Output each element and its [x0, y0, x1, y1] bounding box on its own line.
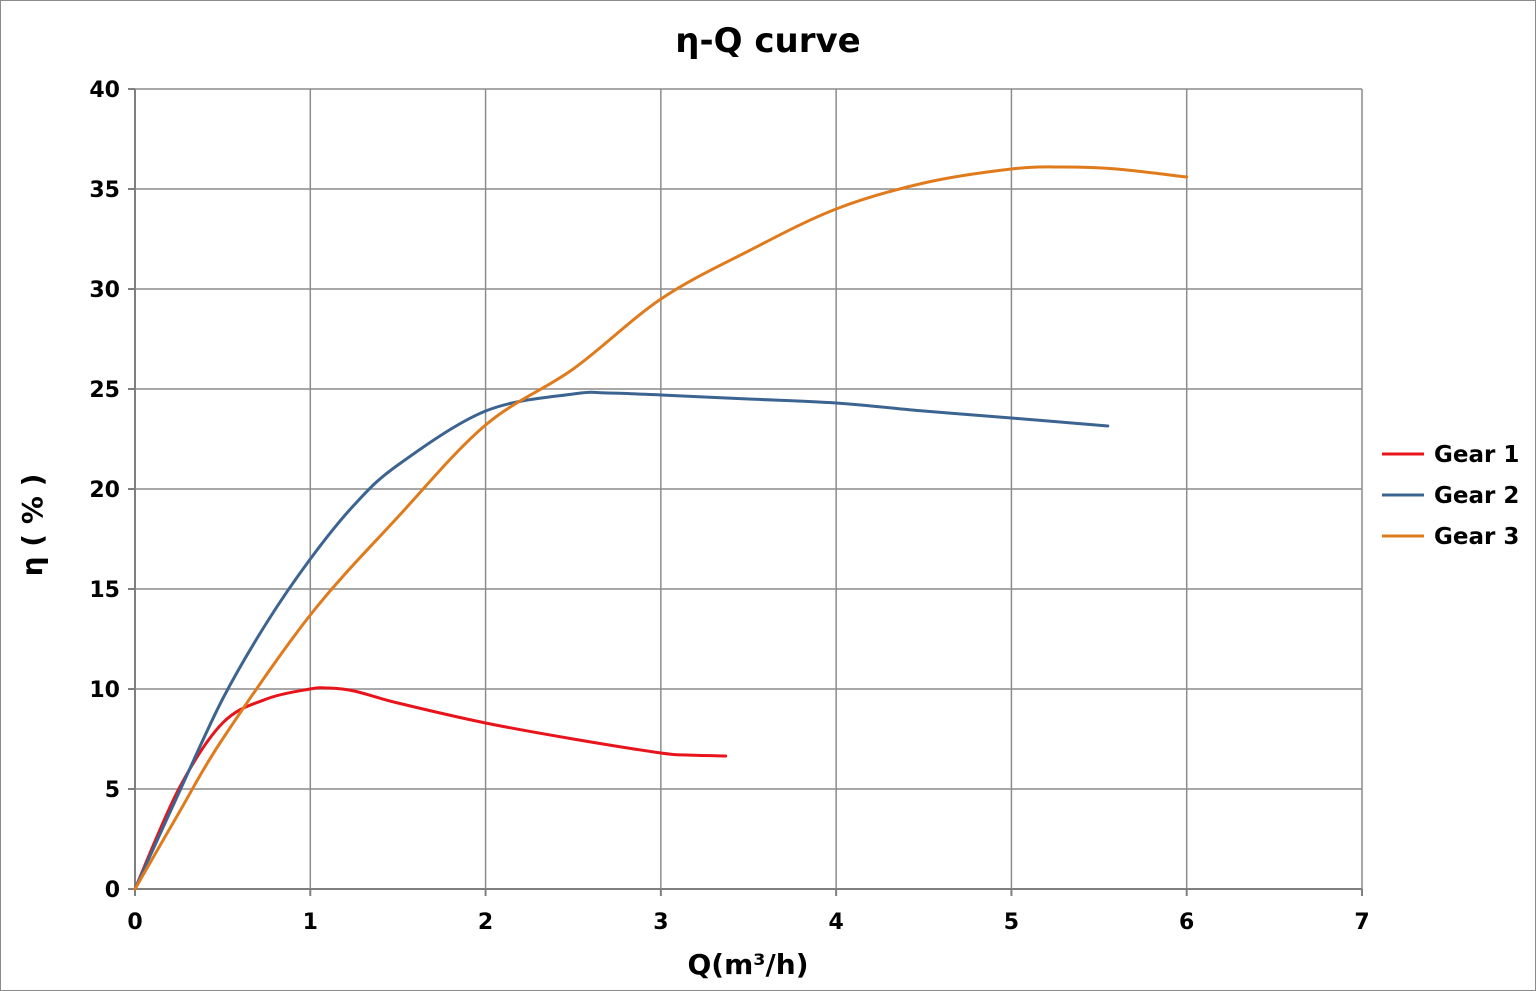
legend-label-gear-2: Gear 2 — [1434, 483, 1519, 509]
y-tick-label: 15 — [89, 578, 120, 603]
y-tick-label: 35 — [89, 178, 120, 203]
x-tick-label: 5 — [1004, 910, 1019, 935]
chart-title: η-Q curve — [675, 21, 860, 61]
x-tick-label: 0 — [127, 910, 142, 935]
y-tick-labels: 0 5 10 15 20 25 30 35 40 — [89, 78, 120, 903]
gridlines — [134, 88, 1363, 890]
y-tick-label: 30 — [89, 278, 120, 303]
x-tick-label: 2 — [478, 910, 493, 935]
y-tick-label: 25 — [89, 378, 120, 403]
y-tick-label: 5 — [105, 778, 120, 803]
x-axis-title: Q(m³/h) — [688, 948, 809, 981]
series-line-gear-2 — [133, 390, 1110, 891]
y-tick-label: 20 — [89, 478, 120, 503]
legend: Gear 1 Gear 2 Gear 3 — [1382, 442, 1519, 550]
series-line-gear-3 — [133, 165, 1189, 891]
series-lines — [133, 165, 1189, 891]
x-tick-labels: 0 1 2 3 4 5 6 7 — [127, 910, 1369, 935]
axes — [128, 88, 1363, 896]
y-tick-label: 40 — [89, 78, 120, 103]
legend-label-gear-1: Gear 1 — [1434, 442, 1519, 468]
x-tick-label: 6 — [1179, 910, 1194, 935]
x-tick-label: 7 — [1354, 910, 1369, 935]
y-tick-label: 10 — [89, 678, 120, 703]
y-tick-label: 0 — [105, 878, 120, 903]
x-tick-label: 3 — [653, 910, 668, 935]
series-line-gear-1 — [133, 686, 728, 891]
x-tick-label: 4 — [828, 910, 843, 935]
legend-label-gear-3: Gear 3 — [1434, 524, 1519, 550]
y-axis-title: η ( % ) — [16, 474, 49, 577]
x-tick-label: 1 — [303, 910, 318, 935]
